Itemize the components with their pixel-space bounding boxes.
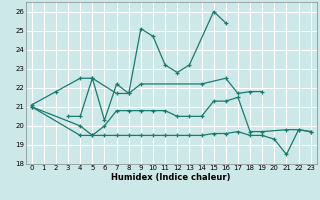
X-axis label: Humidex (Indice chaleur): Humidex (Indice chaleur) — [111, 173, 231, 182]
